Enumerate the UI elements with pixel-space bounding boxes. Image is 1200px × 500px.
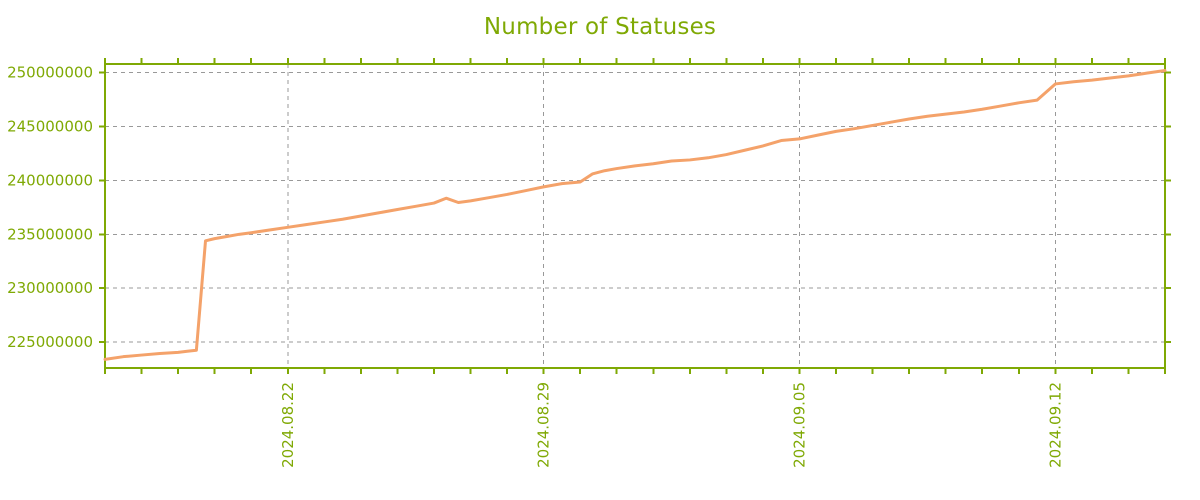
y-axis-tick-labels: 225000000 230000000 235000000 240000000 2450…: [7, 64, 93, 352]
x-tick-label: 2024.08.29: [535, 382, 553, 468]
y-gridlines: [105, 72, 1165, 343]
x-axis-ticks: [104, 58, 1166, 374]
y-axis-ticks: [99, 71, 1171, 344]
y-tick-label: 240000000: [7, 171, 93, 189]
y-tick-label: 245000000: [7, 118, 93, 136]
x-gridlines: [287, 64, 1056, 368]
x-tick-label: 2024.09.05: [790, 382, 808, 468]
x-axis-tick-labels: 2024.08.22 2024.08.29 2024.09.05 2024.09.12: [279, 382, 1065, 468]
x-tick-label: 2024.09.12: [1046, 382, 1064, 468]
y-tick-label: 230000000: [7, 279, 93, 297]
plot-border: [104, 63, 1166, 369]
axis-frame: [104, 63, 1166, 369]
chart-title: Number of Statuses: [483, 14, 717, 40]
y-tick-label: 235000000: [7, 225, 93, 243]
series-line: [103, 68, 1167, 361]
plot-background: [105, 64, 1165, 368]
y-tick-label: 250000000: [7, 64, 93, 82]
y-tick-label: 225000000: [7, 333, 93, 351]
x-tick-label: 2024.08.22: [279, 382, 297, 468]
data-series-group: [103, 68, 1167, 361]
